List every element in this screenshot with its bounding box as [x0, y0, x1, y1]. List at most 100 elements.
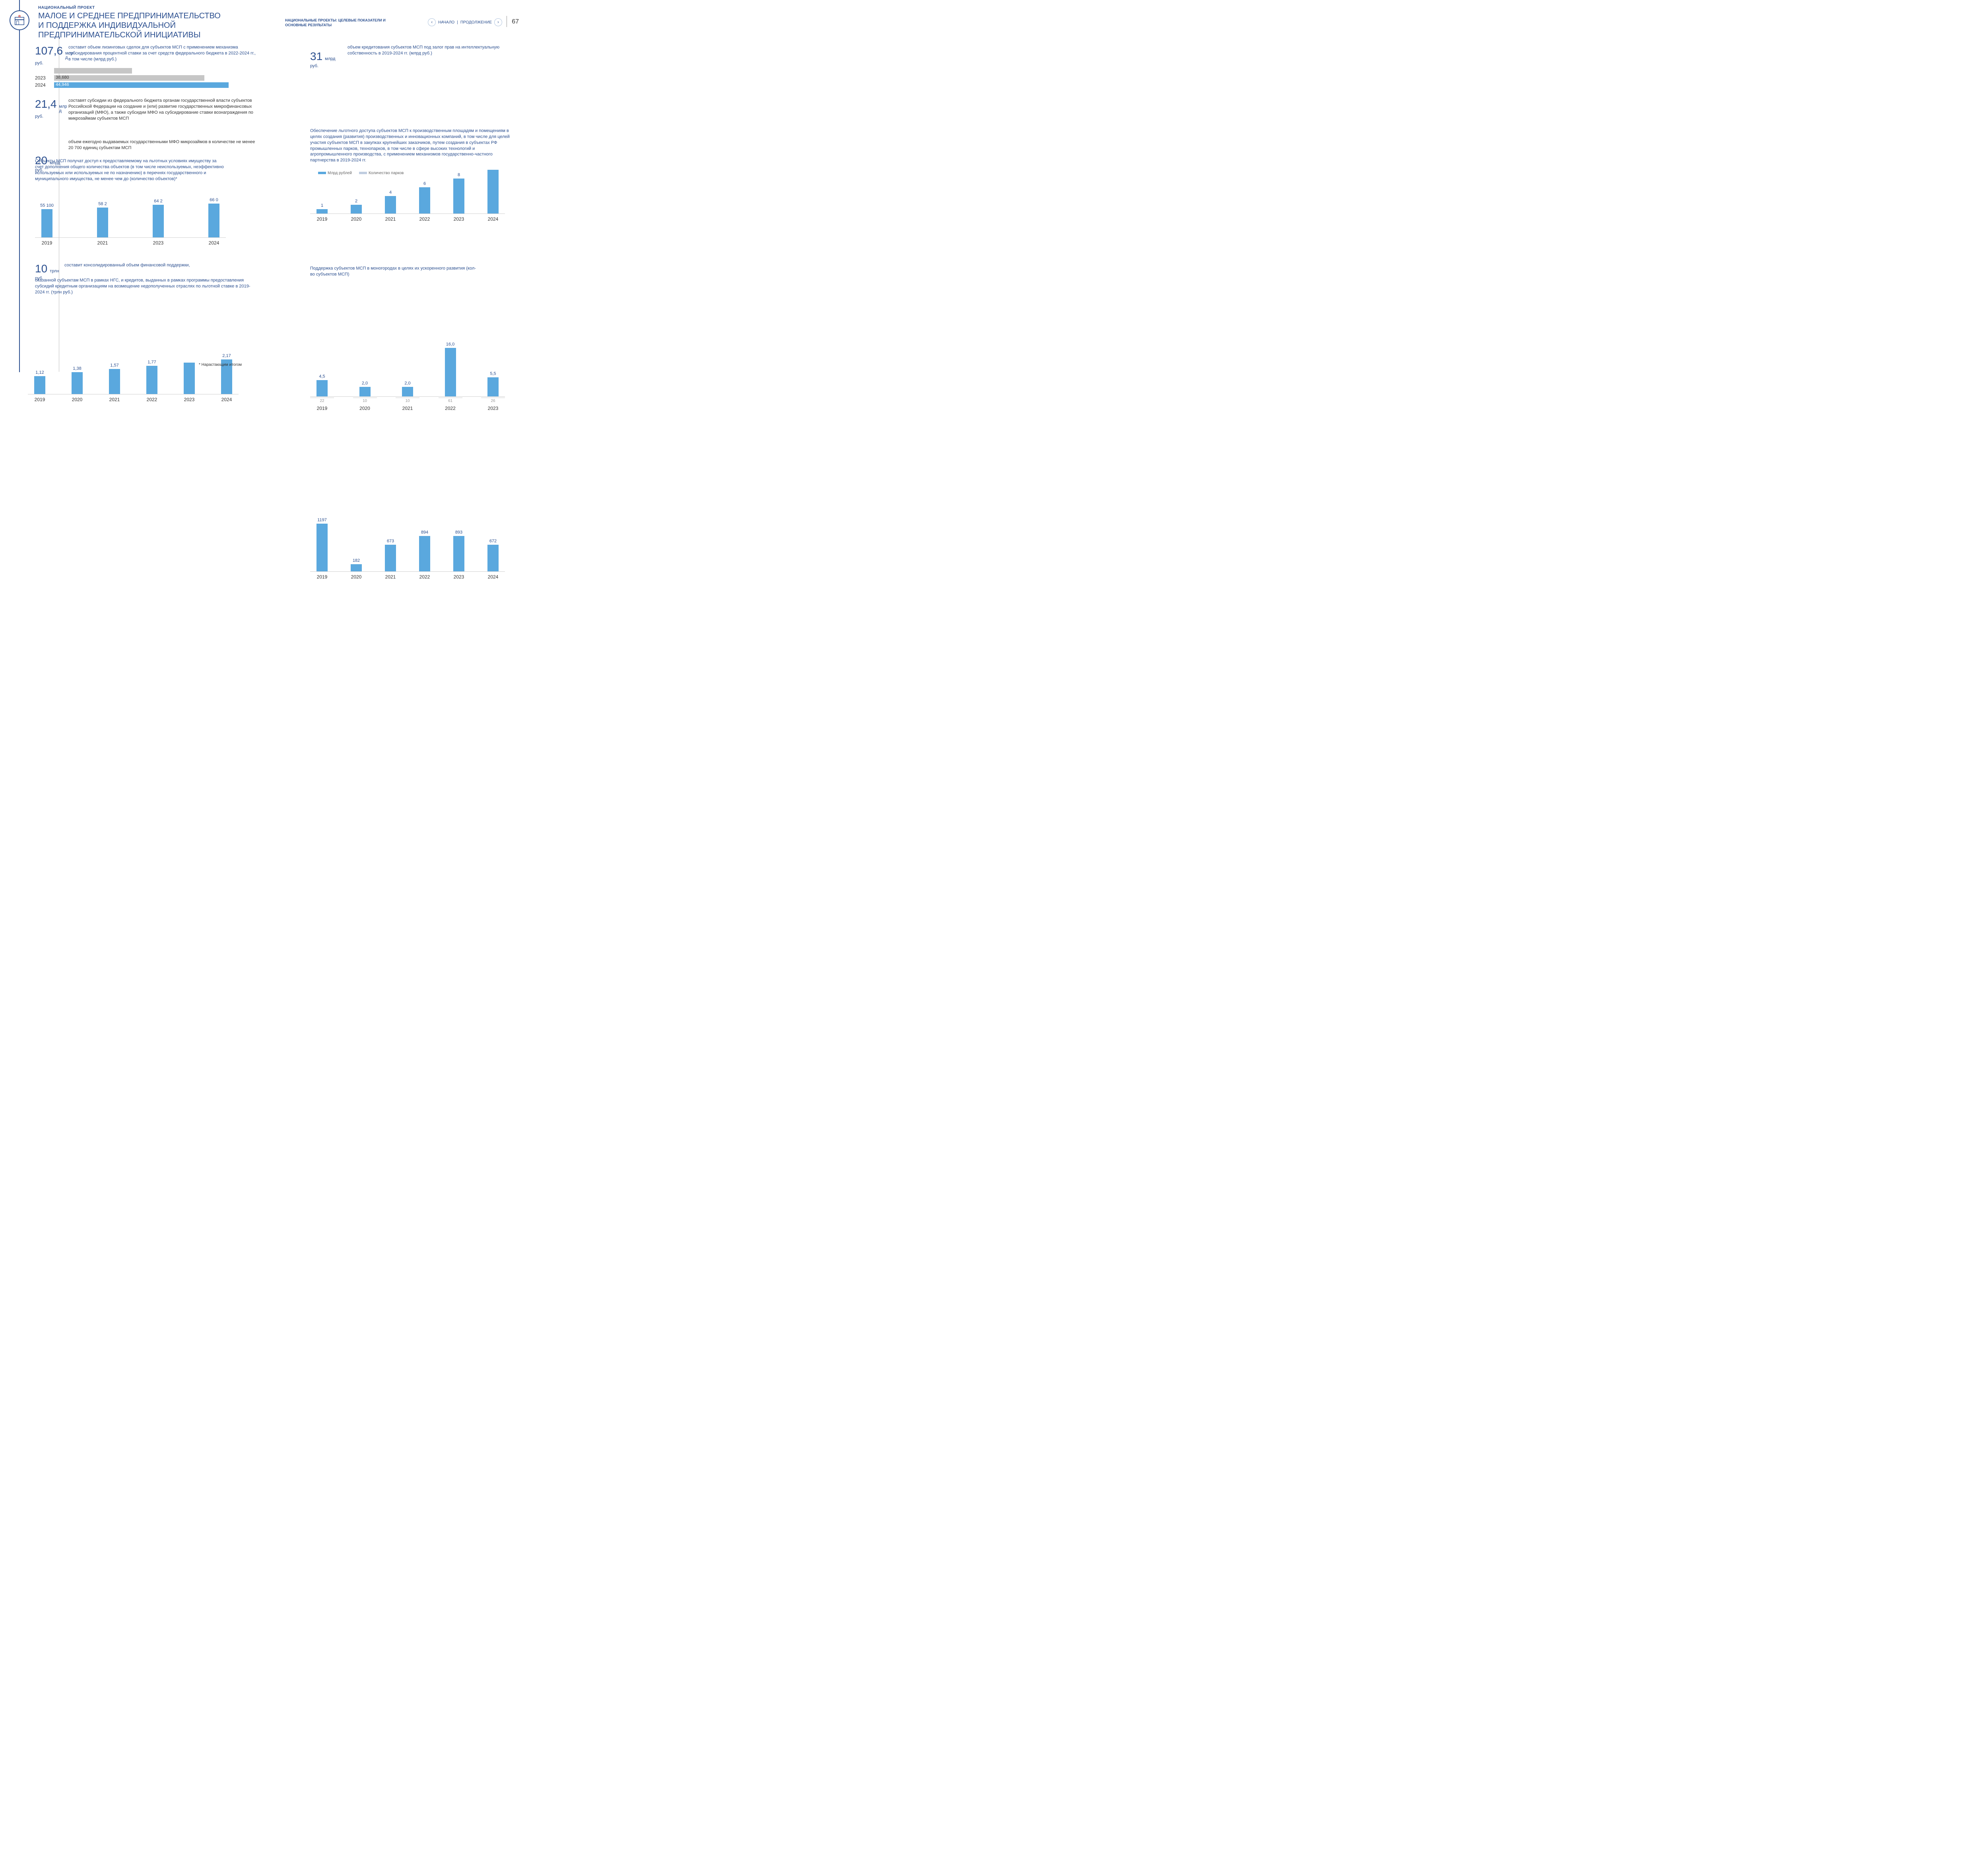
hbar-value: 44,946: [56, 82, 69, 87]
bar-value: 1,57: [110, 363, 118, 368]
kpi-consol-block: 10 трлн руб. составит консолидированный …: [35, 262, 258, 295]
bar-xlabel: 2021: [97, 240, 108, 246]
bar-bottom-value: 26: [481, 398, 505, 403]
stacked-bar-col: 2,0: [396, 381, 419, 396]
bar-value: 1,38: [73, 366, 81, 371]
bar-rect: [208, 204, 219, 237]
footnote: * Нарастающим итогом: [199, 363, 247, 367]
kpi-leasing-block: 107,6 млрд руб. составит объем лизинговы…: [35, 45, 258, 88]
bar-col: [177, 361, 201, 394]
page-title: МАЛОЕ И СРЕДНЕЕ ПРЕДПРИНИМАТЕЛЬСТВО И ПО…: [38, 11, 225, 40]
bar-col: 4: [379, 190, 402, 214]
bar-value: 66 0: [210, 198, 218, 202]
bar-col: 1,12: [28, 370, 52, 394]
hbar-bar: 38,680: [54, 75, 204, 81]
bar-xlabel: 2019: [35, 397, 45, 402]
bar-value: 8: [458, 173, 460, 177]
nav-next-button[interactable]: ›: [494, 18, 502, 26]
bar-xlabel: 2019: [317, 574, 328, 580]
bar-top-rect: [359, 387, 371, 392]
bar-bottom-value: 22: [310, 398, 334, 403]
kpi-ip-desc: объем кредитования субъектов МСП под зал…: [348, 45, 509, 68]
nav-prev-label[interactable]: НАЧАЛО: [438, 20, 454, 25]
bar-col: 58 2: [91, 202, 115, 237]
bar-rect: [385, 545, 396, 571]
bar-xlabel: 2022: [445, 406, 456, 411]
nav-next-label[interactable]: ПРОДОЛЖЕНИЕ: [460, 20, 492, 25]
nav-sep: |: [457, 20, 458, 25]
bar-col: 673: [379, 539, 402, 571]
bar-col: 1,38: [65, 366, 89, 394]
bar-xlabel: 2020: [351, 216, 362, 222]
bar-xlabel: 2021: [385, 216, 396, 222]
bar-rect: [153, 205, 164, 237]
parks-chart: 4,52,02,016,05,5 22201910202010202161202…: [310, 333, 505, 411]
bar-bottom-rect: [402, 392, 413, 396]
bar-bottom-rect: [316, 392, 328, 396]
bar-xlabel: 2022: [147, 397, 157, 402]
mono-chart: 1197182673894893672 20192020202120222023…: [310, 516, 505, 580]
bar-col: 64 2: [146, 199, 170, 237]
bar-col: 1197: [310, 518, 334, 571]
bar-xlabel: 2024: [221, 397, 232, 402]
stacked-bar-col: 5,5: [481, 371, 505, 397]
parks-text: Обеспечение льготного доступа субъектов …: [310, 128, 513, 163]
bar-rect: [41, 209, 52, 237]
bar-xlabel: 2021: [109, 397, 120, 402]
kpi-leasing-desc: составит объем лизинговых сделок для суб…: [68, 45, 258, 66]
bar-bottom-value: 10: [353, 398, 377, 403]
bar-col: 1,57: [103, 363, 126, 394]
page-number: 67: [512, 18, 519, 25]
project-icon: [10, 10, 29, 30]
kpi-mfo-desc: объем ежегодно выдаваемых государственны…: [68, 139, 258, 151]
bar-value: 894: [421, 530, 428, 535]
stacked-bar-col: 4,5: [310, 374, 334, 397]
bar-col: 8: [447, 173, 471, 214]
bar-xlabel: 2023: [488, 406, 499, 411]
bar-col: 1,77: [140, 360, 164, 394]
kpi-consol-desc2: оказанной субъектам МСП в рамках НГС, и …: [35, 278, 258, 295]
kpi-ip-value: 31 млрд: [310, 50, 342, 63]
bar-xlabel: 2021: [402, 406, 413, 411]
bar-rect: [97, 208, 108, 237]
nav-prev-button[interactable]: ‹: [428, 18, 436, 26]
shop-icon: [14, 14, 25, 26]
bar-rect: [109, 369, 120, 394]
bar-top-rect: [487, 377, 499, 393]
bar-top-value: 2,0: [362, 381, 368, 386]
hbar-bar: 44,946: [54, 82, 229, 88]
bar-col: 182: [344, 558, 368, 571]
hbar-bar: [54, 68, 132, 74]
bar-col: 1: [310, 203, 334, 214]
bar-col: 55 100: [35, 203, 59, 237]
consol-chart: 1,12 1,38 1,57 1,77 2,17 2019 2020 2021 2022 202…: [28, 351, 239, 402]
bar-rect: [419, 536, 430, 571]
bar-xlabel: 2020: [72, 397, 83, 402]
bar-top-rect: [402, 387, 413, 392]
bar-rect: [487, 170, 499, 214]
objects-chart: 55 10058 264 266 0 2019202120232024: [35, 198, 226, 246]
objects-text: Субъекты МСП получат доступ к предоставл…: [35, 158, 226, 182]
bar-bottom-value: 10: [396, 398, 419, 403]
eyebrow: НАЦИОНАЛЬНЫЙ ПРОЕКТ: [38, 6, 95, 10]
bar-value: 58 2: [98, 202, 107, 206]
page-nav: ‹ НАЧАЛО | ПРОДОЛЖЕНИЕ ›: [428, 18, 502, 26]
hbar-row: 202444,946: [35, 82, 258, 88]
bar-xlabel: 2024: [488, 216, 499, 222]
bar-xlabel: 2023: [184, 397, 195, 402]
bar-rect: [351, 205, 362, 214]
bar-rect: [487, 545, 499, 571]
bar-xlabel: 2022: [419, 216, 430, 222]
bar-rect: [316, 209, 328, 214]
bar-col: 672: [481, 539, 505, 571]
bar-col: 893: [447, 530, 471, 571]
bar-xlabel: 2022: [419, 574, 430, 580]
bar-value: 672: [489, 539, 497, 544]
bar-col: [481, 169, 505, 214]
bar-col: 2: [344, 199, 368, 214]
bar-rect: [34, 376, 45, 394]
kpi-subsidy-value: 21,4 млрд: [35, 98, 63, 113]
bar-value: 2,17: [222, 353, 231, 358]
bar-value: 1: [321, 203, 323, 208]
bar-bottom-rect: [445, 392, 456, 396]
